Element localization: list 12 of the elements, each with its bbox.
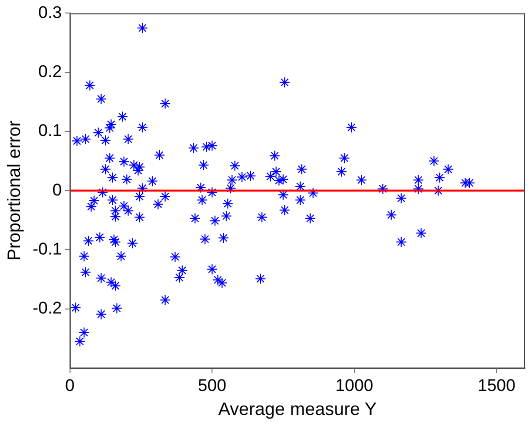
x-axis-title: Average measure Y — [218, 399, 377, 420]
y-tick-label: 0.3 — [38, 2, 62, 22]
y-axis-title: Proportional error — [4, 120, 24, 261]
y-tick-label: -0.2 — [32, 298, 62, 318]
y-tick-label: -0.1 — [32, 239, 62, 258]
x-tick-label: 500 — [198, 376, 226, 395]
x-tick-label: 0 — [65, 376, 75, 395]
y-tick-label: 0.1 — [38, 121, 62, 140]
x-tick-label: 1000 — [335, 376, 374, 395]
y-tick-label: 0 — [52, 180, 62, 200]
y-tick-label: 0.2 — [38, 62, 62, 82]
x-tick-label: 1500 — [478, 376, 516, 395]
